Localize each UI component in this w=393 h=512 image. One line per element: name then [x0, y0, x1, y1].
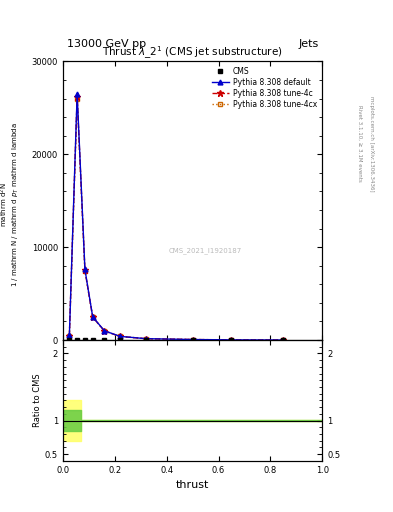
- Pythia 8.308 tune-4cx: [75, 96, 79, 102]
- Text: Jets: Jets: [298, 38, 318, 49]
- Pythia 8.308 tune-4cx: [143, 336, 148, 342]
- Pythia 8.308 default: [67, 332, 72, 338]
- Pythia 8.308 tune-4c: [118, 333, 122, 339]
- Pythia 8.308 tune-4c: [143, 336, 148, 342]
- Pythia 8.308 default: [90, 314, 95, 320]
- Pythia 8.308 tune-4c: [75, 94, 79, 100]
- Text: CMS_2021_I1920187: CMS_2021_I1920187: [169, 247, 242, 254]
- Y-axis label: Ratio to CMS: Ratio to CMS: [33, 374, 42, 427]
- Text: 13000 GeV pp: 13000 GeV pp: [67, 38, 146, 49]
- Pythia 8.308 tune-4c: [281, 337, 286, 343]
- Line: Pythia 8.308 tune-4cx: Pythia 8.308 tune-4cx: [67, 96, 285, 342]
- Pythia 8.308 tune-4c: [102, 328, 107, 334]
- Pythia 8.308 tune-4c: [190, 336, 195, 343]
- Pythia 8.308 tune-4cx: [281, 337, 286, 343]
- Pythia 8.308 tune-4cx: [229, 337, 234, 343]
- Text: 1 / mathrm N / mathrm d $p_T$ mathrm d lambda: 1 / mathrm N / mathrm d $p_T$ mathrm d l…: [11, 122, 21, 287]
- Pythia 8.308 tune-4cx: [190, 336, 195, 343]
- Text: Rivet 3.1.10, ≥ 3.1M events: Rivet 3.1.10, ≥ 3.1M events: [357, 105, 362, 182]
- Line: Pythia 8.308 default: Pythia 8.308 default: [67, 92, 286, 343]
- Pythia 8.308 tune-4cx: [90, 314, 95, 321]
- Pythia 8.308 tune-4c: [67, 332, 72, 338]
- Pythia 8.308 default: [102, 328, 107, 334]
- Pythia 8.308 tune-4cx: [118, 333, 122, 339]
- Line: Pythia 8.308 tune-4c: Pythia 8.308 tune-4c: [66, 94, 286, 343]
- Pythia 8.308 tune-4c: [83, 267, 87, 273]
- X-axis label: thrust: thrust: [176, 480, 209, 490]
- Title: Thrust $\lambda\_2^1$ (CMS jet substructure): Thrust $\lambda\_2^1$ (CMS jet substruct…: [102, 45, 283, 61]
- Legend: CMS, Pythia 8.308 default, Pythia 8.308 tune-4c, Pythia 8.308 tune-4cx: CMS, Pythia 8.308 default, Pythia 8.308 …: [211, 65, 318, 110]
- Pythia 8.308 default: [229, 337, 234, 343]
- Pythia 8.308 default: [190, 336, 195, 343]
- Pythia 8.308 tune-4c: [90, 314, 95, 320]
- Pythia 8.308 tune-4cx: [83, 268, 87, 274]
- Text: mcplots.cern.ch [arXiv:1306.3436]: mcplots.cern.ch [arXiv:1306.3436]: [369, 96, 374, 191]
- Text: mathrm d$^2$N: mathrm d$^2$N: [0, 183, 9, 227]
- Pythia 8.308 default: [143, 335, 148, 342]
- Pythia 8.308 default: [75, 91, 79, 97]
- Pythia 8.308 default: [281, 337, 286, 343]
- Pythia 8.308 tune-4cx: [102, 328, 107, 334]
- Pythia 8.308 default: [118, 333, 122, 339]
- Pythia 8.308 tune-4cx: [67, 332, 72, 338]
- Pythia 8.308 default: [83, 266, 87, 272]
- Pythia 8.308 tune-4c: [229, 337, 234, 343]
